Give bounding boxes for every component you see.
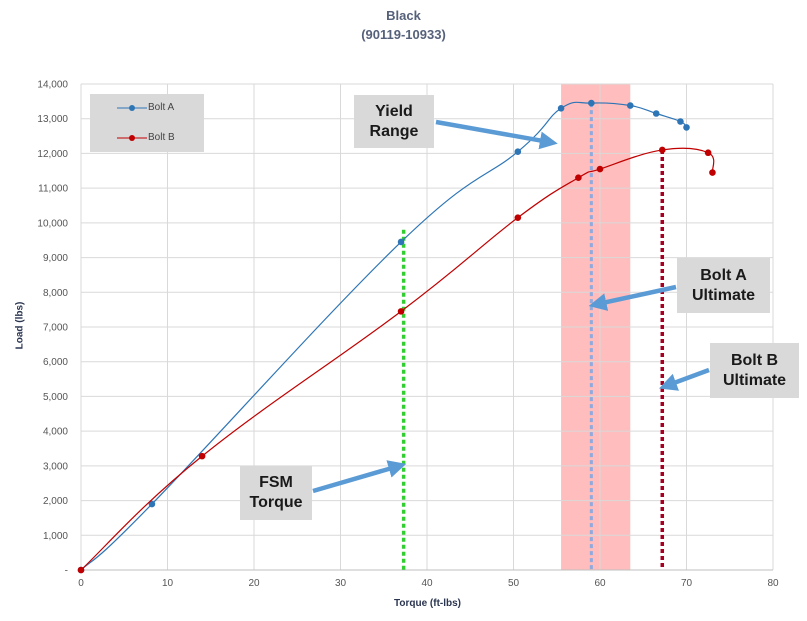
x-tick-label: 60	[594, 578, 606, 589]
callout-yield-line-2: Range	[369, 122, 419, 140]
callout-fsm-torque: FSM Torque	[240, 466, 312, 520]
data-point-bolt-b	[198, 452, 206, 460]
y-tick-label: 14,000	[37, 80, 68, 91]
data-point-bolt-b	[704, 149, 712, 157]
y-tick-label: 4,000	[43, 427, 68, 438]
data-point-bolt-b	[575, 174, 582, 182]
data-point-bolt-a	[588, 99, 595, 107]
y-tick-label: 7,000	[43, 323, 68, 334]
data-point-bolt-b	[77, 566, 85, 574]
data-point-bolt-b	[397, 308, 405, 315]
x-axis-label: Torque (ft-lbs)	[393, 598, 462, 609]
callout-fsm-line-2: Torque	[249, 494, 303, 511]
y-tick-label: 12,000	[37, 149, 68, 160]
callout-fsm-line-1: FSM	[259, 474, 293, 491]
y-tick-label: 8,000	[43, 288, 68, 299]
data-point-bolt-b	[596, 165, 604, 173]
data-point-bolt-a	[683, 124, 690, 131]
y-tick-label: 11,000	[38, 184, 68, 195]
y-tick-label: 9,000	[43, 253, 68, 264]
x-tick-label: 80	[767, 578, 779, 589]
data-point-bolt-a	[557, 105, 565, 112]
y-tick-label: -	[65, 566, 68, 577]
x-tick-label: 0	[78, 578, 84, 589]
data-point-bolt-b	[514, 214, 522, 221]
y-tick-label: 6,000	[43, 357, 68, 368]
legend-swatch-bolt-b	[117, 135, 147, 141]
x-tick-label: 70	[681, 578, 693, 589]
y-tick-label: 3,000	[43, 461, 68, 472]
arrow-bolt-b-ultimate	[658, 367, 710, 391]
data-point-bolt-b	[658, 146, 666, 154]
chart-title: Black	[386, 8, 421, 23]
callout-bolt-a-line-1: Bolt A	[700, 266, 747, 284]
arrow-yield-range	[435, 119, 558, 150]
callout-bolt-b-line-2: Ultimate	[722, 371, 787, 389]
callout-yield-range: Yield Range	[354, 95, 434, 148]
callout-bolt-a-ultimate: Bolt A Ultimate	[677, 258, 770, 313]
legend-label-bolt-b: Bolt B	[148, 132, 175, 143]
data-point-bolt-a	[652, 110, 660, 117]
legend-swatch-bolt-a	[117, 105, 147, 111]
data-point-bolt-a	[626, 102, 634, 109]
arrow-fsm-torque	[312, 460, 407, 494]
data-point-bolt-a	[397, 238, 405, 246]
y-tick-label: 1,000	[43, 531, 68, 542]
series-line-bolt-b	[80, 147, 715, 571]
y-tick-label: 10,000	[37, 218, 68, 229]
callout-bolt-a-line-2: Ultimate	[691, 286, 756, 304]
arrow-bolt-a-ultimate	[588, 284, 677, 311]
legend-item-bolt-b: Bolt B	[90, 131, 204, 145]
legend-label-bolt-a: Bolt A	[148, 102, 175, 113]
x-tick-label: 40	[421, 578, 433, 589]
chart-legend: Bolt A Bolt B	[90, 94, 204, 152]
y-tick-label: 5,000	[43, 392, 68, 403]
callout-bolt-b-line-1: Bolt B	[730, 351, 779, 369]
chart-subtitle: (90119-10933)	[361, 27, 446, 42]
y-tick-label: 13,000	[37, 114, 68, 125]
x-tick-label: 10	[162, 578, 174, 589]
x-tick-label: 50	[508, 578, 520, 589]
callout-yield-line-1: Yield	[375, 102, 413, 120]
data-point-bolt-a	[677, 118, 684, 125]
x-tick-label: 20	[248, 578, 260, 589]
data-point-bolt-b	[709, 169, 716, 176]
data-point-bolt-a	[148, 500, 156, 508]
y-axis-label: Load (lbs)	[14, 301, 26, 350]
legend-item-bolt-a: Bolt A	[90, 101, 204, 115]
x-tick-label: 30	[335, 578, 347, 589]
callout-bolt-b-ultimate: Bolt B Ultimate	[710, 343, 799, 398]
y-tick-label: 2,000	[43, 496, 68, 507]
data-point-bolt-a	[514, 148, 522, 155]
